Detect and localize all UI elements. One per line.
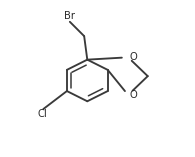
Text: Cl: Cl xyxy=(37,109,47,119)
Text: Br: Br xyxy=(64,11,75,21)
Text: O: O xyxy=(130,90,137,100)
Text: O: O xyxy=(130,52,137,62)
